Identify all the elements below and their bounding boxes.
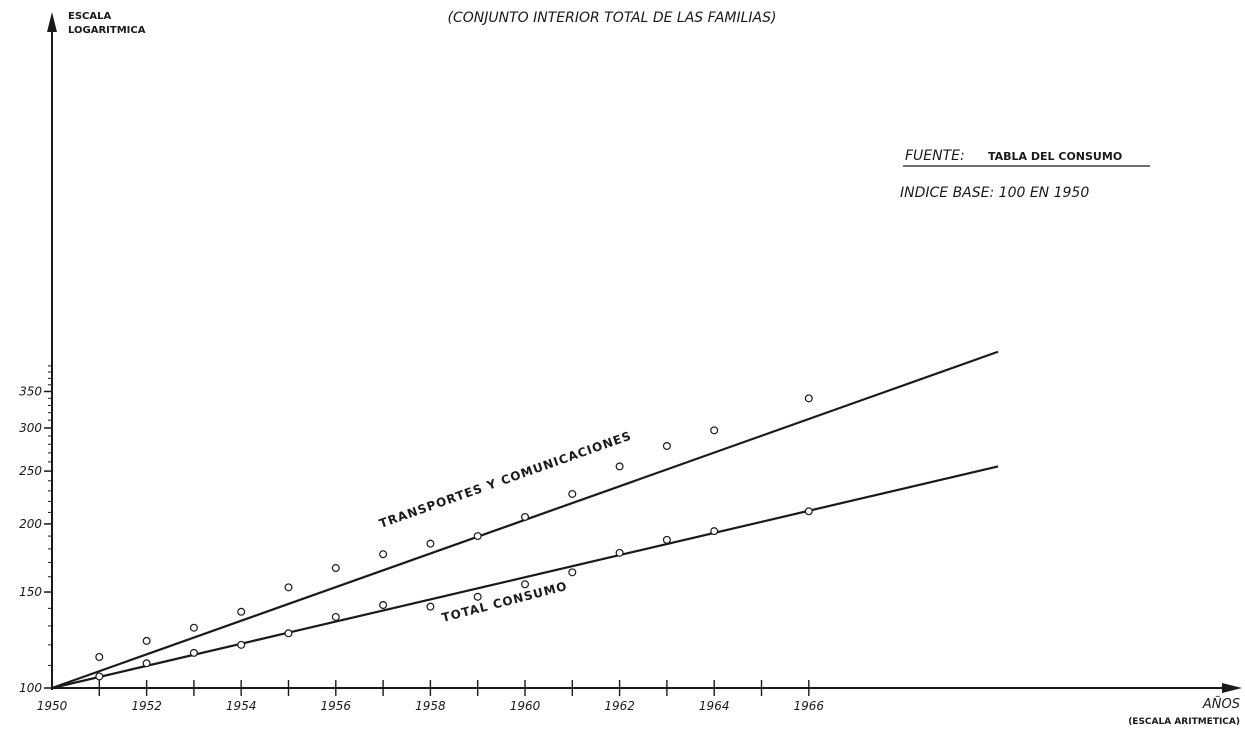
series-1-point <box>426 602 435 611</box>
series-0-point <box>189 623 198 632</box>
y-axis-label-line1: ESCALA <box>68 11 111 22</box>
x-axis-arrow <box>1222 683 1242 693</box>
series-1-point <box>804 507 813 516</box>
x-ticks: 1950 1952 1954 1956 1958 1960 1962 1964 1966 <box>37 680 825 713</box>
y-tick-label: 250 <box>19 464 42 478</box>
series-0-point <box>710 426 719 435</box>
x-tick-label: 1952 <box>131 699 162 713</box>
series-label-total-consumo: TOTAL CONSUMO <box>440 579 569 625</box>
y-ticks: 100 150 200 250 300 350 <box>19 365 52 695</box>
x-tick-label: 1964 <box>699 699 730 713</box>
series-0-point <box>331 564 340 573</box>
x-tick-label: 1966 <box>794 699 825 713</box>
series-1-point <box>284 629 293 638</box>
y-axis-arrow <box>47 12 57 32</box>
series-0-point <box>473 532 482 541</box>
series-0-point <box>379 550 388 559</box>
x-tick-label: 1960 <box>510 699 541 713</box>
x-tick-label: 1956 <box>321 699 352 713</box>
series-1-point <box>237 640 246 649</box>
series-1-point <box>568 568 577 577</box>
series-1-point <box>189 648 198 657</box>
series-1-point <box>710 527 719 536</box>
index-note: INDICE BASE: 100 EN 1950 <box>900 185 1089 201</box>
y-tick-label: 100 <box>19 681 42 695</box>
series-1-point <box>142 659 151 668</box>
series-label-transportes: TRANSPORTES Y COMUNICACIONES <box>377 429 633 531</box>
series-1-point <box>379 601 388 610</box>
y-tick-label: 150 <box>19 585 42 599</box>
series-1-trend-line <box>51 465 999 690</box>
series-0-point <box>142 636 151 645</box>
series-layer <box>51 350 999 690</box>
series-0-point <box>615 462 624 471</box>
y-tick-label: 200 <box>19 517 42 531</box>
x-tick-label: 1958 <box>415 699 446 713</box>
x-axis-label-line2: (ESCALA ARITMETICA) <box>1128 717 1240 727</box>
x-tick-label: 1962 <box>604 699 635 713</box>
y-tick-label: 300 <box>19 421 42 435</box>
series-0-point <box>426 539 435 548</box>
series-1-point <box>520 580 529 589</box>
x-tick-label: 1954 <box>226 699 257 713</box>
y-tick-label: 350 <box>19 384 42 398</box>
series-0-point <box>662 441 671 450</box>
series-1-point <box>615 548 624 557</box>
series-0-point <box>95 652 104 661</box>
series-0-point <box>284 583 293 592</box>
y-axis-label-line2: LOGARITMICA <box>68 25 146 36</box>
series-0-point <box>520 512 529 521</box>
x-axis-label-line1: AÑOS <box>1202 696 1240 712</box>
source-value: TABLA DEL CONSUMO <box>988 150 1122 163</box>
series-1-point <box>473 592 482 601</box>
x-tick-label: 1950 <box>37 699 68 713</box>
series-1-point <box>95 672 104 681</box>
series-1-point <box>662 535 671 544</box>
chart-title: (CONJUNTO INTERIOR TOTAL DE LAS FAMILIAS… <box>448 10 777 26</box>
series-0-point <box>237 607 246 616</box>
series-1-point <box>331 612 340 621</box>
series-0-point <box>804 394 813 403</box>
source-label: FUENTE: <box>905 148 965 164</box>
series-0-point <box>568 489 577 498</box>
